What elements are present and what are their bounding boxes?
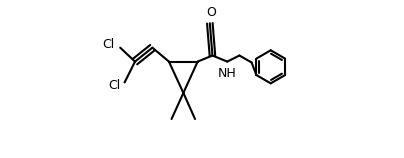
Text: Cl: Cl: [103, 38, 115, 51]
Text: Cl: Cl: [108, 79, 120, 92]
Text: O: O: [206, 6, 216, 19]
Text: NH: NH: [217, 67, 236, 80]
